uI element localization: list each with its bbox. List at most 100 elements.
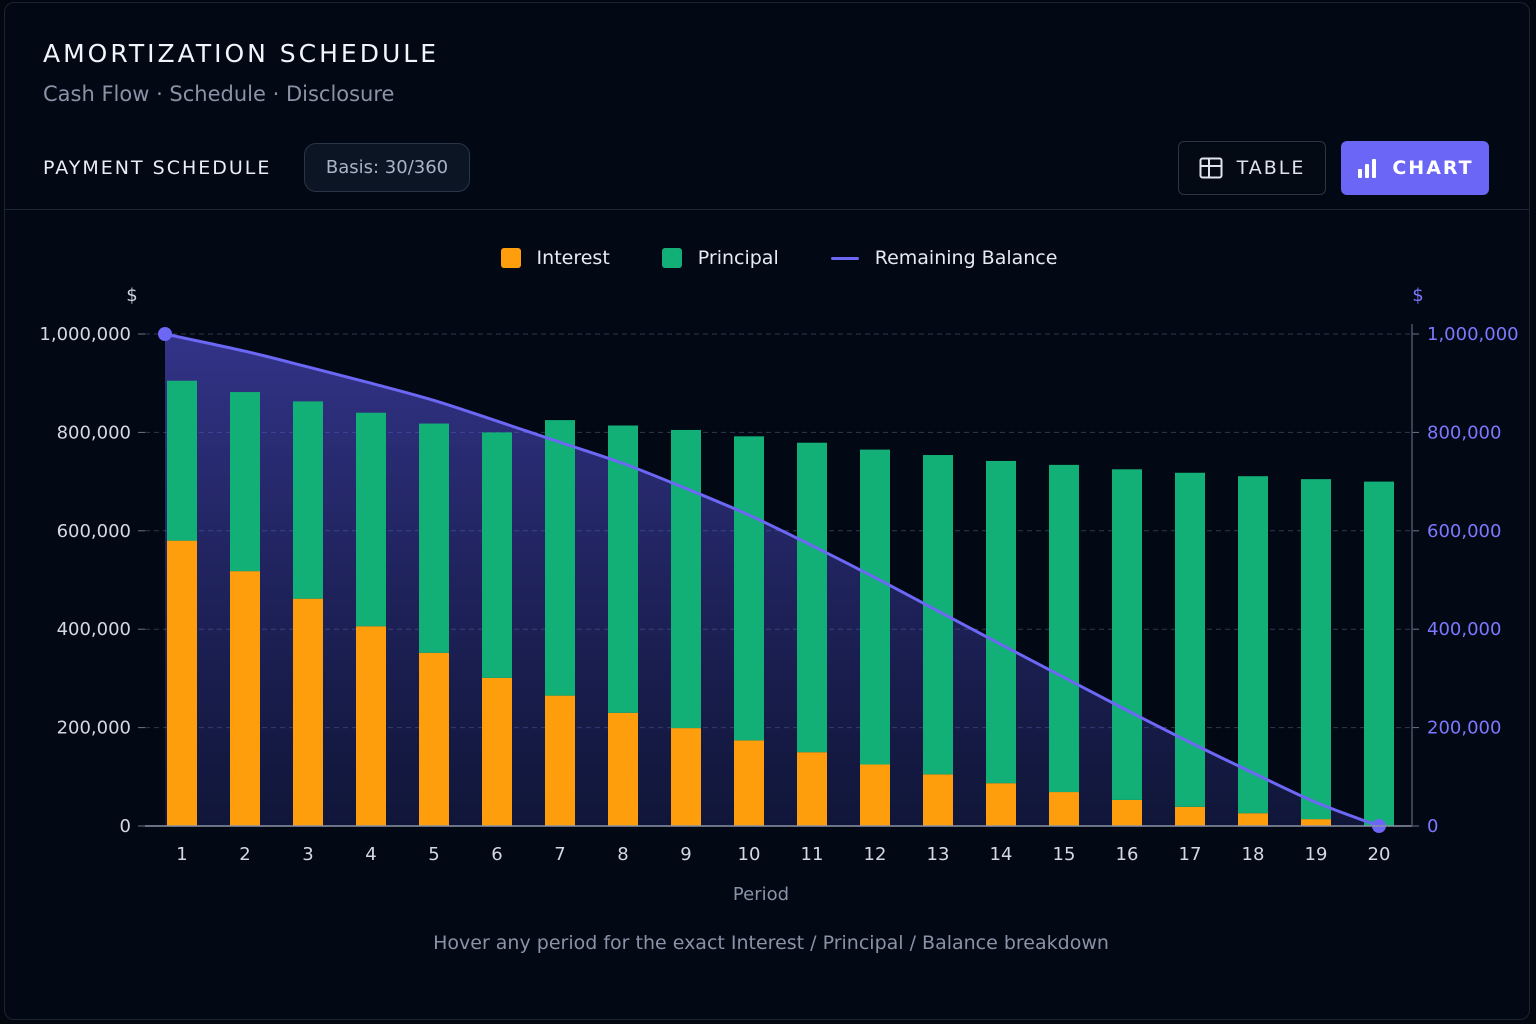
amortization-chart[interactable]: 0 0 200,000 200,000 400,000 400,000 600,000 600… [5,3,1530,1020]
x-tick-label: 1 [176,844,187,865]
bar-principal-19[interactable] [1301,479,1331,820]
bar-interest-1[interactable] [167,540,197,826]
bar-principal-5[interactable] [419,423,449,653]
table-view-label: TABLE [1236,157,1306,179]
bar-interest-8[interactable] [608,712,638,826]
bar-principal-10[interactable] [734,436,764,741]
bar-interest-14[interactable] [986,783,1016,826]
x-tick-label: 15 [1053,844,1076,865]
chart-legend: Interest Principal Remaining Balance [5,247,1529,269]
legend-item-balance[interactable]: Remaining Balance [830,247,1058,269]
bar-interest-6[interactable] [482,677,512,826]
table-view-button[interactable]: TABLE [1178,141,1326,195]
y-left-tick-label: 200,000 [57,718,131,739]
x-tick-label: 11 [801,844,824,865]
bar-principal-18[interactable] [1238,476,1268,814]
bar-principal-7[interactable] [545,420,575,696]
bar-interest-2[interactable] [230,571,260,826]
bar-interest-9[interactable] [671,728,701,826]
bar-principal-3[interactable] [293,401,323,599]
bar-principal-6[interactable] [482,432,512,678]
bar-chart-icon [1358,159,1377,178]
y-left-tick-label: 800,000 [57,422,131,443]
x-tick-label: 16 [1116,844,1139,865]
x-tick-label: 5 [428,844,439,865]
bar-interest-18[interactable] [1238,813,1268,826]
x-tick-label: 6 [491,844,502,865]
balance-start-marker[interactable] [158,327,172,341]
bar-principal-15[interactable] [1049,464,1079,793]
x-tick-label: 9 [680,844,691,865]
bar-interest-10[interactable] [734,740,764,826]
x-tick-label: 10 [738,844,761,865]
page-title: AMORTIZATION SCHEDULE [43,39,439,68]
bar-interest-19[interactable] [1301,819,1331,826]
y-left-tick-label: 400,000 [57,619,131,640]
table-grid-icon [1199,157,1223,179]
bar-interest-17[interactable] [1175,806,1205,826]
basis-badge: Basis: 30/360 [304,143,470,192]
bar-principal-14[interactable] [986,460,1016,784]
y-right-tick-label: 200,000 [1427,718,1501,739]
x-tick-label: 14 [990,844,1013,865]
bar-principal-20[interactable] [1364,481,1394,826]
chart-footnote: Hover any period for the exact Interest … [433,932,1109,954]
bar-principal-8[interactable] [608,425,638,713]
bar-interest-3[interactable] [293,598,323,826]
x-tick-label: 7 [554,844,565,865]
page-subtitle: Cash Flow · Schedule · Disclosure [43,82,395,106]
bar-interest-4[interactable] [356,626,386,826]
x-tick-label: 12 [864,844,887,865]
section-label: PAYMENT SCHEDULE [43,157,272,179]
bar-principal-17[interactable] [1175,472,1205,807]
y-left-tick-label: 1,000,000 [39,324,131,345]
legend-label-principal: Principal [697,247,779,269]
bar-principal-2[interactable] [230,392,260,572]
balance-line [164,332,1380,828]
chart-card: AMORTIZATION SCHEDULE Cash Flow · Schedu… [4,2,1530,1020]
bar-interest-15[interactable] [1049,792,1079,826]
y-left-tick-label: 0 [120,816,131,837]
x-tick-label: 8 [617,844,628,865]
legend-label-balance: Remaining Balance [874,247,1058,269]
x-tick-label: 18 [1242,844,1265,865]
y-right-tick-label: 1,000,000 [1427,324,1519,345]
bar-principal-1[interactable] [167,380,197,541]
bar-interest-13[interactable] [923,774,953,826]
chart-view-label: CHART [1392,157,1474,179]
y-left-unit: $ [126,285,137,306]
y-right-tick-label: 400,000 [1427,619,1501,640]
bar-principal-4[interactable] [356,412,386,627]
bar-principal-16[interactable] [1112,469,1142,800]
header-divider [5,209,1529,210]
x-tick-label: 3 [302,844,313,865]
bar-interest-12[interactable] [860,764,890,827]
bar-interest-5[interactable] [419,652,449,826]
bar-principal-12[interactable] [860,449,890,765]
y-right-tick-label: 800,000 [1427,422,1501,443]
x-tick-label: 13 [927,844,950,865]
bar-principal-11[interactable] [797,442,827,753]
y-right-unit: $ [1412,285,1423,306]
legend-item-interest[interactable]: Interest [500,247,610,269]
x-tick-label: 19 [1305,844,1328,865]
x-tick-label: 20 [1368,844,1391,865]
chart-view-button[interactable]: CHART [1341,141,1489,195]
y-right-tick-label: 0 [1427,816,1438,837]
x-axis-label: Period [733,884,789,905]
legend-label-interest: Interest [536,247,610,269]
x-tick-label: 2 [239,844,250,865]
x-tick-label: 4 [365,844,376,865]
bar-interest-11[interactable] [797,752,827,826]
bar-interest-7[interactable] [545,695,575,826]
legend-swatch-principal [661,248,682,268]
legend-swatch-interest [500,248,521,268]
bar-interest-16[interactable] [1112,799,1142,826]
y-left-tick-label: 600,000 [57,521,131,542]
y-right-tick-label: 600,000 [1427,521,1501,542]
legend-swatch-balance [830,256,859,260]
bar-principal-9[interactable] [671,429,701,729]
legend-item-principal[interactable]: Principal [661,247,779,269]
bar-principal-13[interactable] [923,455,953,775]
x-tick-label: 17 [1179,844,1202,865]
